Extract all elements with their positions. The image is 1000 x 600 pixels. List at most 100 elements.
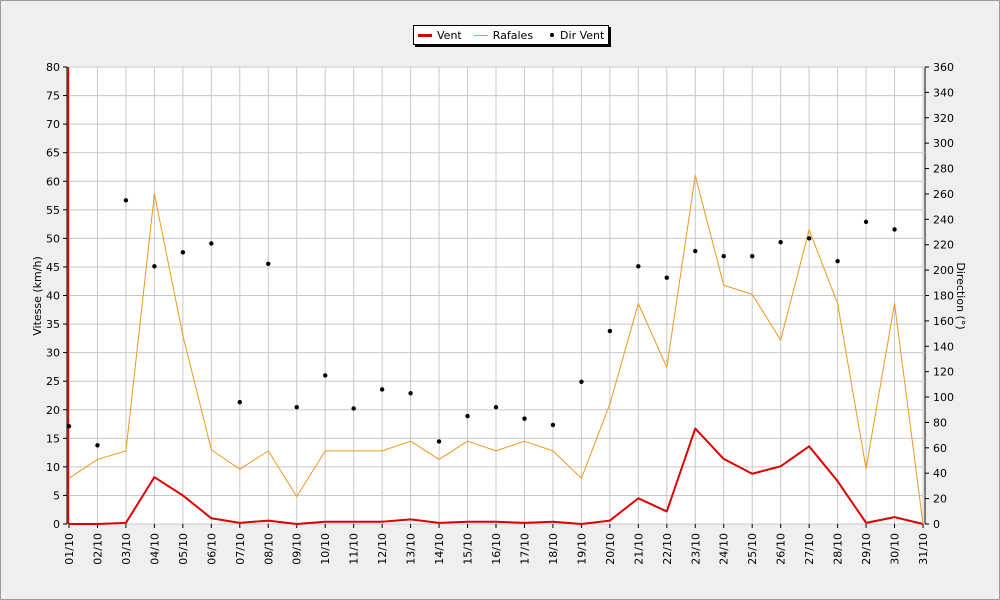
x-tick-label: 19/10 (575, 533, 588, 565)
x-tick-label: 17/10 (518, 533, 531, 565)
y-tick-label: 10 (46, 461, 60, 474)
y-tick-label: 75 (46, 90, 60, 103)
x-tick-label: 14/10 (433, 533, 446, 565)
x-tick-label: 27/10 (803, 533, 816, 565)
y-axis-right: 0 20 40 60 80 100 120 140 160 180 200 220 240 260 280 3… (925, 61, 954, 531)
y-tick-label: 65 (46, 147, 60, 160)
x-tick-label: 28/10 (832, 533, 845, 565)
y-axis-title: Vitesse (km/h) (31, 256, 44, 336)
legend-item-rafales: Rafales (473, 28, 534, 42)
x-tick-label: 05/10 (177, 533, 190, 565)
y2-tick-label: 320 (933, 112, 954, 125)
y-tick-label: 45 (46, 261, 60, 274)
dir-vent-point (892, 227, 897, 232)
y2-tick-label: 80 (933, 416, 947, 429)
y2-tick-label: 200 (933, 264, 954, 277)
x-tick-label: 10/10 (319, 533, 332, 565)
y-tick-label: 40 (46, 290, 60, 303)
y2-tick-label: 360 (933, 61, 954, 74)
y-tick-label: 55 (46, 204, 60, 217)
y-tick-label: 70 (46, 118, 60, 131)
x-tick-label: 15/10 (462, 533, 475, 565)
y-tick-label: 20 (46, 404, 60, 417)
dir-vent-point (550, 422, 556, 428)
legend-swatch-rafales (473, 34, 488, 36)
dir-vent-point (66, 424, 72, 429)
legend-swatch-vent (418, 33, 432, 37)
dir-vent-point (579, 379, 584, 385)
dir-vent-point (323, 373, 328, 378)
y2-tick-label: 100 (933, 391, 954, 404)
dir-vent-point (693, 248, 698, 254)
grid-lines (67, 66, 925, 525)
x-axis: 01/10 02/10 03/10 04/10 05/10 06/10 07/10 08/10… (63, 524, 930, 565)
x-tick-label: 21/10 (632, 533, 645, 565)
series-line-rafales (68, 175, 924, 525)
x-tick-label: 30/10 (889, 533, 902, 565)
y-tick-label: 5 (53, 489, 60, 502)
dir-vent-point (152, 264, 157, 269)
y-tick-label: 50 (46, 232, 60, 245)
series-layer (66, 175, 924, 525)
y2-tick-label: 160 (933, 315, 954, 328)
dir-vent-point (379, 387, 385, 392)
y2-tick-label: 120 (933, 366, 954, 379)
dir-vent-point (664, 275, 669, 280)
x-tick-label: 24/10 (718, 533, 731, 565)
y2-tick-label: 220 (933, 239, 954, 252)
y2-tick-label: 260 (933, 188, 954, 201)
y-tick-label: 30 (46, 347, 60, 360)
x-tick-label: 09/10 (291, 533, 304, 565)
dir-vent-point (408, 391, 413, 396)
dir-vent-point (95, 443, 100, 448)
y2-tick-label: 0 (933, 518, 940, 531)
dir-vent-point (778, 239, 783, 245)
dir-vent-point (209, 241, 214, 246)
legend-marker-dir-vent (550, 33, 555, 37)
dir-vent-point (806, 236, 812, 241)
x-tick-label: 16/10 (490, 533, 503, 565)
x-tick-label: 20/10 (604, 533, 617, 565)
y2-tick-label: 280 (933, 163, 954, 176)
y2-tick-label: 60 (933, 442, 947, 455)
dir-vent-point (721, 253, 726, 259)
dir-vent-point (863, 219, 869, 225)
dir-vent-point (351, 406, 356, 411)
x-tick-label: 25/10 (746, 533, 759, 565)
x-tick-label: 31/10 (917, 533, 930, 565)
y-tick-label: 35 (46, 318, 60, 331)
dir-vent-point (294, 405, 299, 410)
y2-tick-label: 240 (933, 213, 954, 226)
x-tick-label: 26/10 (775, 533, 788, 565)
dir-vent-point (835, 259, 840, 264)
x-tick-label: 22/10 (661, 533, 674, 565)
legend-label-rafales: Rafales (492, 28, 534, 42)
y-tick-label: 60 (46, 175, 60, 188)
x-tick-label: 02/10 (91, 533, 104, 565)
x-tick-label: 18/10 (547, 533, 560, 565)
x-tick-label: 01/10 (63, 533, 76, 565)
dir-vent-point (607, 328, 613, 334)
dir-vent-point (465, 413, 470, 419)
y-tick-label: 0 (53, 518, 60, 531)
legend: Vent Rafales Dir Vent (413, 25, 610, 45)
x-tick-label: 07/10 (234, 533, 247, 565)
x-tick-label: 06/10 (205, 533, 218, 565)
x-tick-label: 08/10 (262, 533, 275, 565)
y-tick-label: 25 (46, 375, 60, 388)
legend-label-dir-vent: Dir Vent (560, 28, 605, 42)
legend-label-vent: Vent (437, 28, 462, 42)
x-tick-label: 11/10 (348, 533, 361, 565)
x-tick-label: 12/10 (376, 533, 389, 565)
y2-tick-label: 300 (933, 137, 954, 150)
dir-vent-point (750, 253, 755, 259)
y2-tick-label: 20 (933, 493, 947, 506)
dir-vent-point (237, 399, 242, 405)
dir-vent-point (522, 416, 527, 421)
x-tick-label: 03/10 (120, 533, 133, 565)
y2-tick-label: 140 (933, 340, 954, 353)
y2-axis-title: Direction (°) (954, 262, 967, 329)
x-tick-label: 29/10 (860, 533, 873, 565)
y2-tick-label: 340 (933, 86, 954, 99)
dir-vent-point (636, 264, 641, 269)
